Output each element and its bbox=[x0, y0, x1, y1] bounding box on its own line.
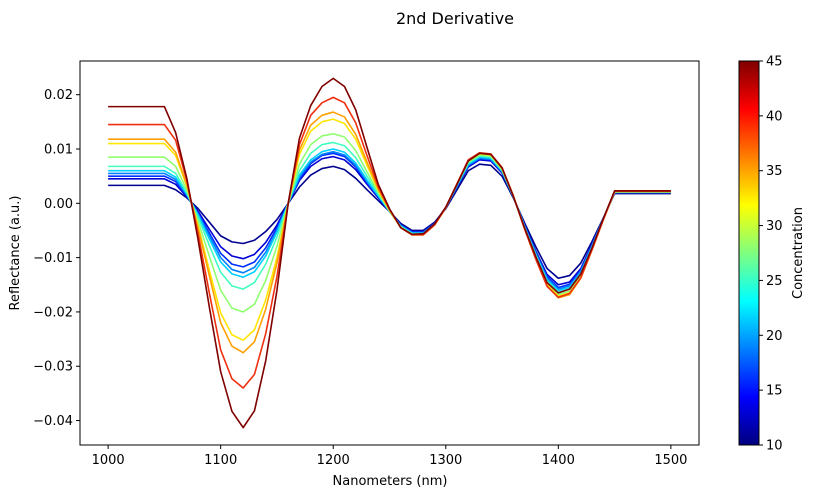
colorbar-tick-label: 45 bbox=[766, 55, 783, 70]
chart-title: 2nd Derivative bbox=[396, 9, 514, 28]
x-tick-label: 1000 bbox=[92, 453, 125, 468]
x-tick-label: 1400 bbox=[542, 453, 575, 468]
x-tick-label: 1100 bbox=[204, 453, 237, 468]
x-axis-label: Nanometers (nm) bbox=[333, 474, 448, 489]
colorbar-ticks: 10 15 20 25 30 35 40 45 bbox=[759, 55, 783, 454]
x-tick-label: 1500 bbox=[654, 453, 687, 468]
colorbar-tick-label: 25 bbox=[766, 274, 783, 289]
colorbar-tick-label: 30 bbox=[766, 219, 783, 234]
plot-lines bbox=[108, 77, 671, 429]
x-axis-ticks: 1000 1100 1200 1300 1400 1500 bbox=[92, 445, 687, 468]
colorbar bbox=[738, 60, 760, 446]
colorbar-label: Concentration bbox=[791, 207, 806, 299]
y-tick-label: −0.03 bbox=[33, 360, 73, 375]
x-tick-label: 1300 bbox=[429, 453, 462, 468]
y-tick-label: 0.01 bbox=[44, 142, 73, 157]
colorbar-tick-label: 35 bbox=[766, 164, 783, 179]
plot-frame bbox=[79, 60, 700, 446]
y-axis-ticks: −0.04 −0.03 −0.02 −0.01 0.00 0.01 0.02 bbox=[33, 88, 80, 429]
x-tick-label: 1200 bbox=[317, 453, 350, 468]
colorbar-tick-label: 15 bbox=[766, 384, 783, 399]
y-tick-label: −0.01 bbox=[33, 251, 73, 266]
y-tick-label: −0.04 bbox=[33, 414, 73, 429]
colorbar-tick-label: 40 bbox=[766, 109, 783, 124]
y-axis-label: Reflectance (a.u.) bbox=[8, 196, 23, 311]
colorbar-tick-label: 10 bbox=[766, 439, 783, 454]
colorbar-tick-label: 20 bbox=[766, 329, 783, 344]
y-tick-label: 0.02 bbox=[44, 88, 73, 103]
series-line-45 bbox=[108, 77, 671, 429]
y-tick-label: 0.00 bbox=[44, 197, 73, 212]
y-tick-label: −0.02 bbox=[33, 305, 73, 320]
